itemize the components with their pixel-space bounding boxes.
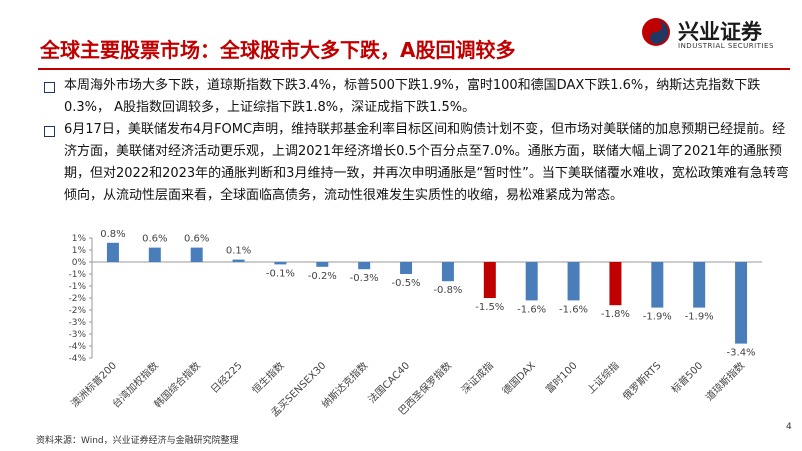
bar [232,259,245,262]
x-tick-label: 道琼斯指数 [703,359,748,404]
bar [693,262,706,308]
y-tick-label: 1% [72,246,87,256]
bar [106,242,119,262]
bar [525,262,538,301]
bar [358,262,371,270]
value-label: -3.4% [727,348,756,359]
x-tick-label: 俄罗斯RTS [620,359,664,403]
logo-icon [642,18,670,46]
y-tick-label: -4% [68,342,86,352]
value-label: -1.5% [475,302,504,313]
value-label: -0.5% [392,278,421,289]
x-tick-label: 恒生指数 [249,359,286,396]
y-tick-label: -1% [68,282,86,292]
slide-title: 全球主要股票市场：全球股市大多下跌，A股回调较多 [40,38,516,62]
value-label: 0.1% [226,246,251,257]
value-label: -0.1% [266,268,295,279]
value-label: -1.6% [517,304,546,315]
bar [483,262,496,298]
y-tick-label: -2% [68,306,86,316]
x-tick-label: 深证成指 [458,359,495,396]
x-tick-label: 德国DAX [499,359,537,397]
x-tick-label: 富时100 [543,359,580,396]
y-tick-label: 1% [72,234,87,244]
value-label: -0.8% [433,285,462,296]
value-label: -1.8% [601,309,630,320]
y-tick-label: 0% [72,258,87,268]
value-label: -1.6% [559,304,588,315]
title-rule [38,68,790,70]
bar [400,262,413,274]
value-label: 0.8% [100,229,125,240]
x-tick-label: 法国CAC40 [365,359,412,406]
logo-text: 兴业证券 [678,20,762,44]
x-tick-label: 上证综指 [584,359,621,396]
value-label: -1.9% [685,312,714,323]
bar [190,247,203,262]
value-label: 0.6% [142,234,167,245]
bar [609,262,622,306]
source-note: 资料来源：Wind，兴业证券经济与金融研究院整理 [36,436,239,446]
x-tick-label: 标普500 [668,359,705,396]
y-tick-label: -3% [68,318,86,328]
value-label: -0.3% [350,273,379,284]
value-label: -0.2% [308,271,337,282]
bar [567,262,580,301]
bar [148,247,161,262]
bar [316,262,329,267]
bullet-text: 本周海外市场大多下跌，道琼斯指数下跌3.4%，标普500下跌1.9%，富时100… [64,78,761,115]
value-label: 0.6% [184,234,209,245]
logo-en: INDUSTRIAL SECURITIES [678,42,774,50]
bar [441,262,454,282]
bullet-marker [44,82,55,93]
y-tick-label: -1% [68,270,86,280]
bar [735,262,748,344]
value-label: -1.9% [643,312,672,323]
bar [274,262,287,265]
y-tick-label: -2% [68,294,86,304]
y-tick-label: -3% [68,330,86,340]
page-number: 4 [786,422,792,432]
y-tick-label: -4% [68,354,86,364]
x-tick-label: 日经225 [208,359,245,396]
bar [651,262,664,308]
bullet-marker [44,126,55,137]
bullet-text: 6月17日，美联储发布4月FOMC声明，维持联邦基金利率目标区间和购债计划不变，… [64,122,789,203]
